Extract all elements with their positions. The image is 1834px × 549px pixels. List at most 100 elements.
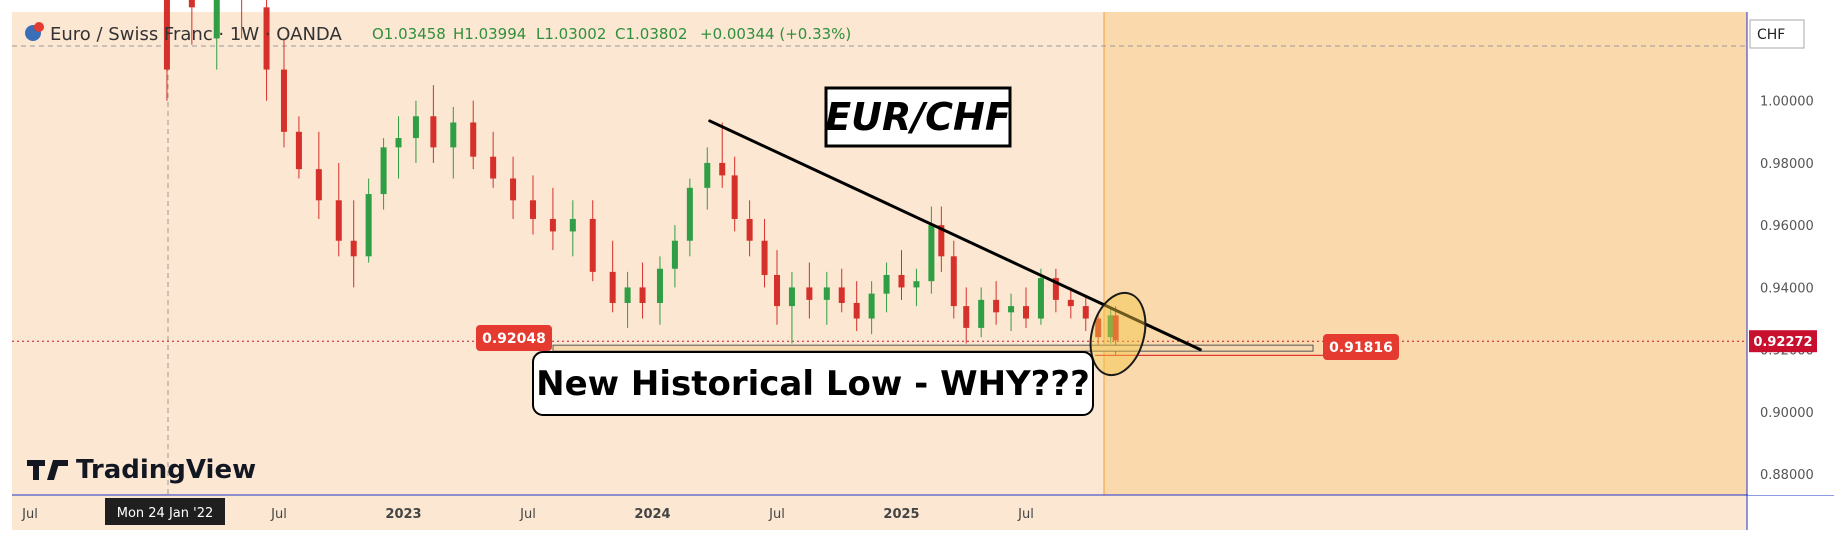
- candle-body: [315, 169, 322, 201]
- y-tick-label: 0.88000: [1760, 468, 1814, 483]
- last-price-tag-bg: [1749, 330, 1817, 353]
- candle-body: [883, 274, 890, 294]
- flag-secondary-icon: [34, 22, 44, 32]
- candle-body: [928, 225, 935, 282]
- candle-body: [746, 218, 753, 241]
- y-tick-label: 1.00000: [1760, 95, 1814, 110]
- x-tick-label: Jul: [519, 507, 536, 522]
- x-tick-label: 2025: [883, 507, 919, 522]
- x-tick-label: 2024: [634, 507, 670, 522]
- x-tick-label: Jul: [768, 507, 785, 522]
- y-tick-label: 0.98000: [1760, 157, 1814, 172]
- tradingview-logo-icon: [27, 460, 68, 480]
- candle-body: [470, 122, 477, 157]
- candle-body: [213, 0, 220, 39]
- candle-body: [639, 287, 646, 303]
- pair-label-border: [824, 86, 1012, 148]
- headline-text: New Historical Low - WHY???: [536, 364, 1090, 404]
- candle-body: [1095, 318, 1102, 338]
- candle-body: [624, 287, 631, 303]
- candle-body: [365, 194, 372, 257]
- descending-trendline: [708, 119, 1202, 352]
- x-tick-label: 2023: [385, 507, 421, 522]
- currency-badge[interactable]: [1749, 19, 1805, 49]
- candle-body: [913, 281, 920, 288]
- candle-body: [978, 299, 985, 328]
- headline-box: New Historical Low - WHY???: [532, 351, 1094, 416]
- ohlc-close: C1.03802: [615, 25, 688, 43]
- candle-body: [938, 225, 945, 257]
- candle-body: [1112, 315, 1119, 341]
- candle-body: [380, 147, 387, 195]
- candle-body: [1052, 278, 1059, 300]
- headline-border: [532, 351, 1094, 416]
- support-price-tag-bg: [476, 325, 552, 351]
- candle-body: [838, 287, 845, 303]
- candle-body: [430, 116, 437, 148]
- x-tick-label: Jul: [21, 507, 38, 522]
- candle-body: [350, 240, 357, 257]
- candle-body: [656, 268, 663, 303]
- candle-body: [490, 156, 497, 179]
- currency-label: CHF: [1757, 27, 1785, 43]
- candle-body: [993, 299, 1000, 313]
- candle-body: [806, 287, 813, 300]
- y-tick-label: 0.90000: [1760, 406, 1814, 421]
- low-price-tag: 0.91816: [1323, 334, 1399, 360]
- candle-body: [569, 218, 576, 232]
- candle-body: [295, 131, 302, 170]
- tradingview-logo: TradingView: [27, 455, 256, 485]
- candle-body: [510, 178, 517, 201]
- low-price-text: 0.91816: [1329, 340, 1393, 356]
- cursor-date-text: Mon 24 Jan '22: [117, 506, 214, 521]
- candle-body: [529, 200, 536, 219]
- symbol-legend[interactable]: Euro / Swiss Franc · 1W · OANDA O1.03458…: [25, 22, 851, 45]
- x-tick-label: Jul: [270, 507, 287, 522]
- candle-body: [686, 187, 693, 241]
- pair-label-box: EUR/CHF: [824, 86, 1012, 148]
- low-price-tag-bg: [1323, 334, 1399, 360]
- candle-body: [395, 138, 402, 148]
- breakdown-highlight-circle: [1089, 291, 1147, 377]
- candle-body: [774, 274, 780, 307]
- y-tick-label: 0.96000: [1760, 219, 1814, 234]
- candle-body: [1082, 306, 1089, 319]
- x-tick-label: Jul: [1017, 507, 1034, 522]
- brand-text: TradingView: [76, 455, 256, 485]
- candle-body: [671, 240, 678, 269]
- last-price-text: 0.92272: [1753, 335, 1812, 350]
- candle-body: [163, 0, 170, 70]
- candle-body: [589, 218, 596, 272]
- support-price-text: 0.92048: [482, 331, 546, 347]
- candle-body: [868, 293, 875, 319]
- candle-body: [450, 122, 457, 148]
- candle-body: [1107, 315, 1114, 338]
- price-axis-panel[interactable]: [1748, 12, 1834, 495]
- candle-body: [1037, 278, 1044, 319]
- projection-zone: [1104, 12, 1747, 495]
- candle-body: [853, 302, 860, 319]
- candle-body: [963, 306, 970, 328]
- candle-body: [788, 287, 795, 307]
- ohlc-change: +0.00344 (+0.33%): [700, 25, 851, 43]
- candle-body: [609, 271, 616, 303]
- candle-body: [823, 287, 830, 300]
- candle-body: [950, 256, 957, 307]
- candles: [163, 0, 1119, 356]
- symbol-title: Euro / Swiss Franc · 1W · OANDA: [50, 24, 342, 45]
- candle-body: [898, 274, 905, 288]
- candle-body: [1023, 306, 1029, 319]
- ohlc-low: L1.03002: [536, 25, 606, 43]
- candle-body: [280, 69, 287, 132]
- candle-body: [1067, 299, 1074, 307]
- last-price-tag: 0.92272: [1749, 330, 1817, 353]
- ohlc-open: O1.03458: [372, 25, 446, 43]
- candle-body: [188, 0, 195, 8]
- candle-body: [704, 162, 711, 188]
- candle-body: [1008, 306, 1015, 313]
- candle-body: [412, 116, 419, 139]
- candle-body: [761, 240, 768, 275]
- time-axis-ticks: Jul Jul 2023 Jul 2024 Jul 2025 Jul: [21, 507, 1034, 522]
- ohlc-high: H1.03994: [453, 25, 526, 43]
